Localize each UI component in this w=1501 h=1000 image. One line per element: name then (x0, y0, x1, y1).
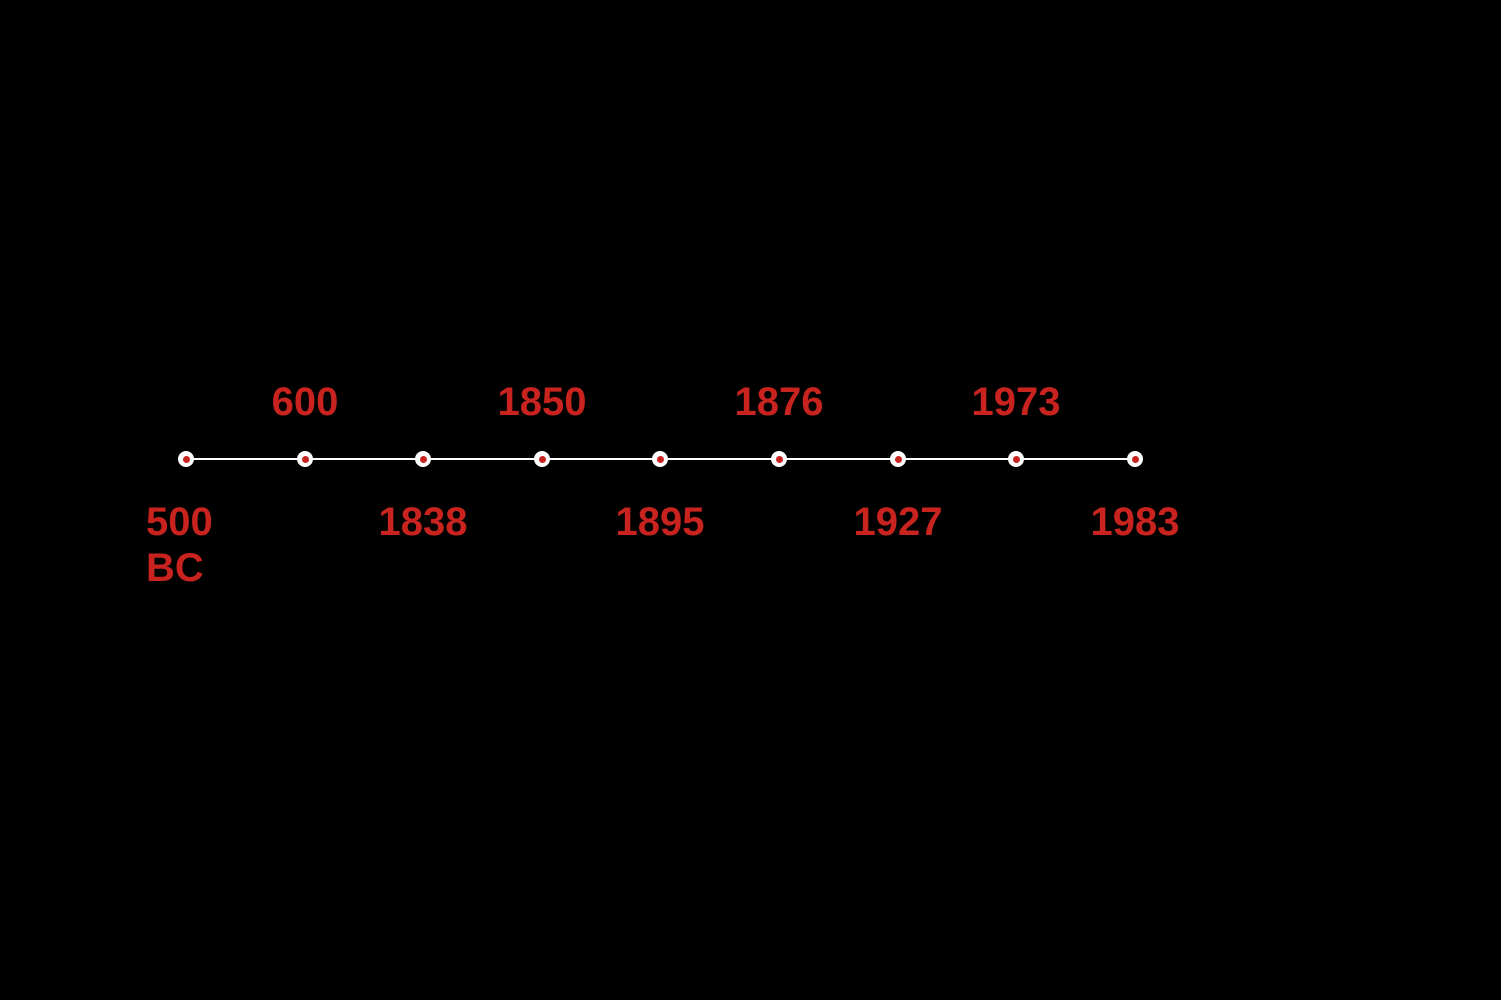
timeline-node-dot (895, 456, 902, 463)
timeline-node (178, 451, 194, 467)
timeline-node (1127, 451, 1143, 467)
timeline-node-dot (183, 456, 190, 463)
timeline-label: 500 BC (146, 499, 213, 591)
timeline-label: 1895 (616, 499, 705, 545)
timeline-node-dot (1132, 456, 1139, 463)
timeline-node (534, 451, 550, 467)
timeline-label: 600 (272, 379, 339, 425)
timeline-node (890, 451, 906, 467)
timeline-node (771, 451, 787, 467)
timeline-node-dot (657, 456, 664, 463)
timeline-label: 1973 (972, 379, 1061, 425)
timeline-node-dot (1013, 456, 1020, 463)
timeline-node-dot (420, 456, 427, 463)
timeline-node-dot (302, 456, 309, 463)
timeline-label: 1850 (498, 379, 587, 425)
timeline-node (1008, 451, 1024, 467)
timeline-node (652, 451, 668, 467)
timeline-node (297, 451, 313, 467)
timeline-node-dot (539, 456, 546, 463)
timeline-label: 1838 (379, 499, 468, 545)
timeline-label: 1927 (854, 499, 943, 545)
timeline-node (415, 451, 431, 467)
timeline-node-dot (776, 456, 783, 463)
timeline-label: 1983 (1091, 499, 1180, 545)
timeline: 500 BC 600 1838 1850 1895 1876 1927 1973 1983 (0, 0, 1501, 1000)
timeline-label: 1876 (735, 379, 824, 425)
